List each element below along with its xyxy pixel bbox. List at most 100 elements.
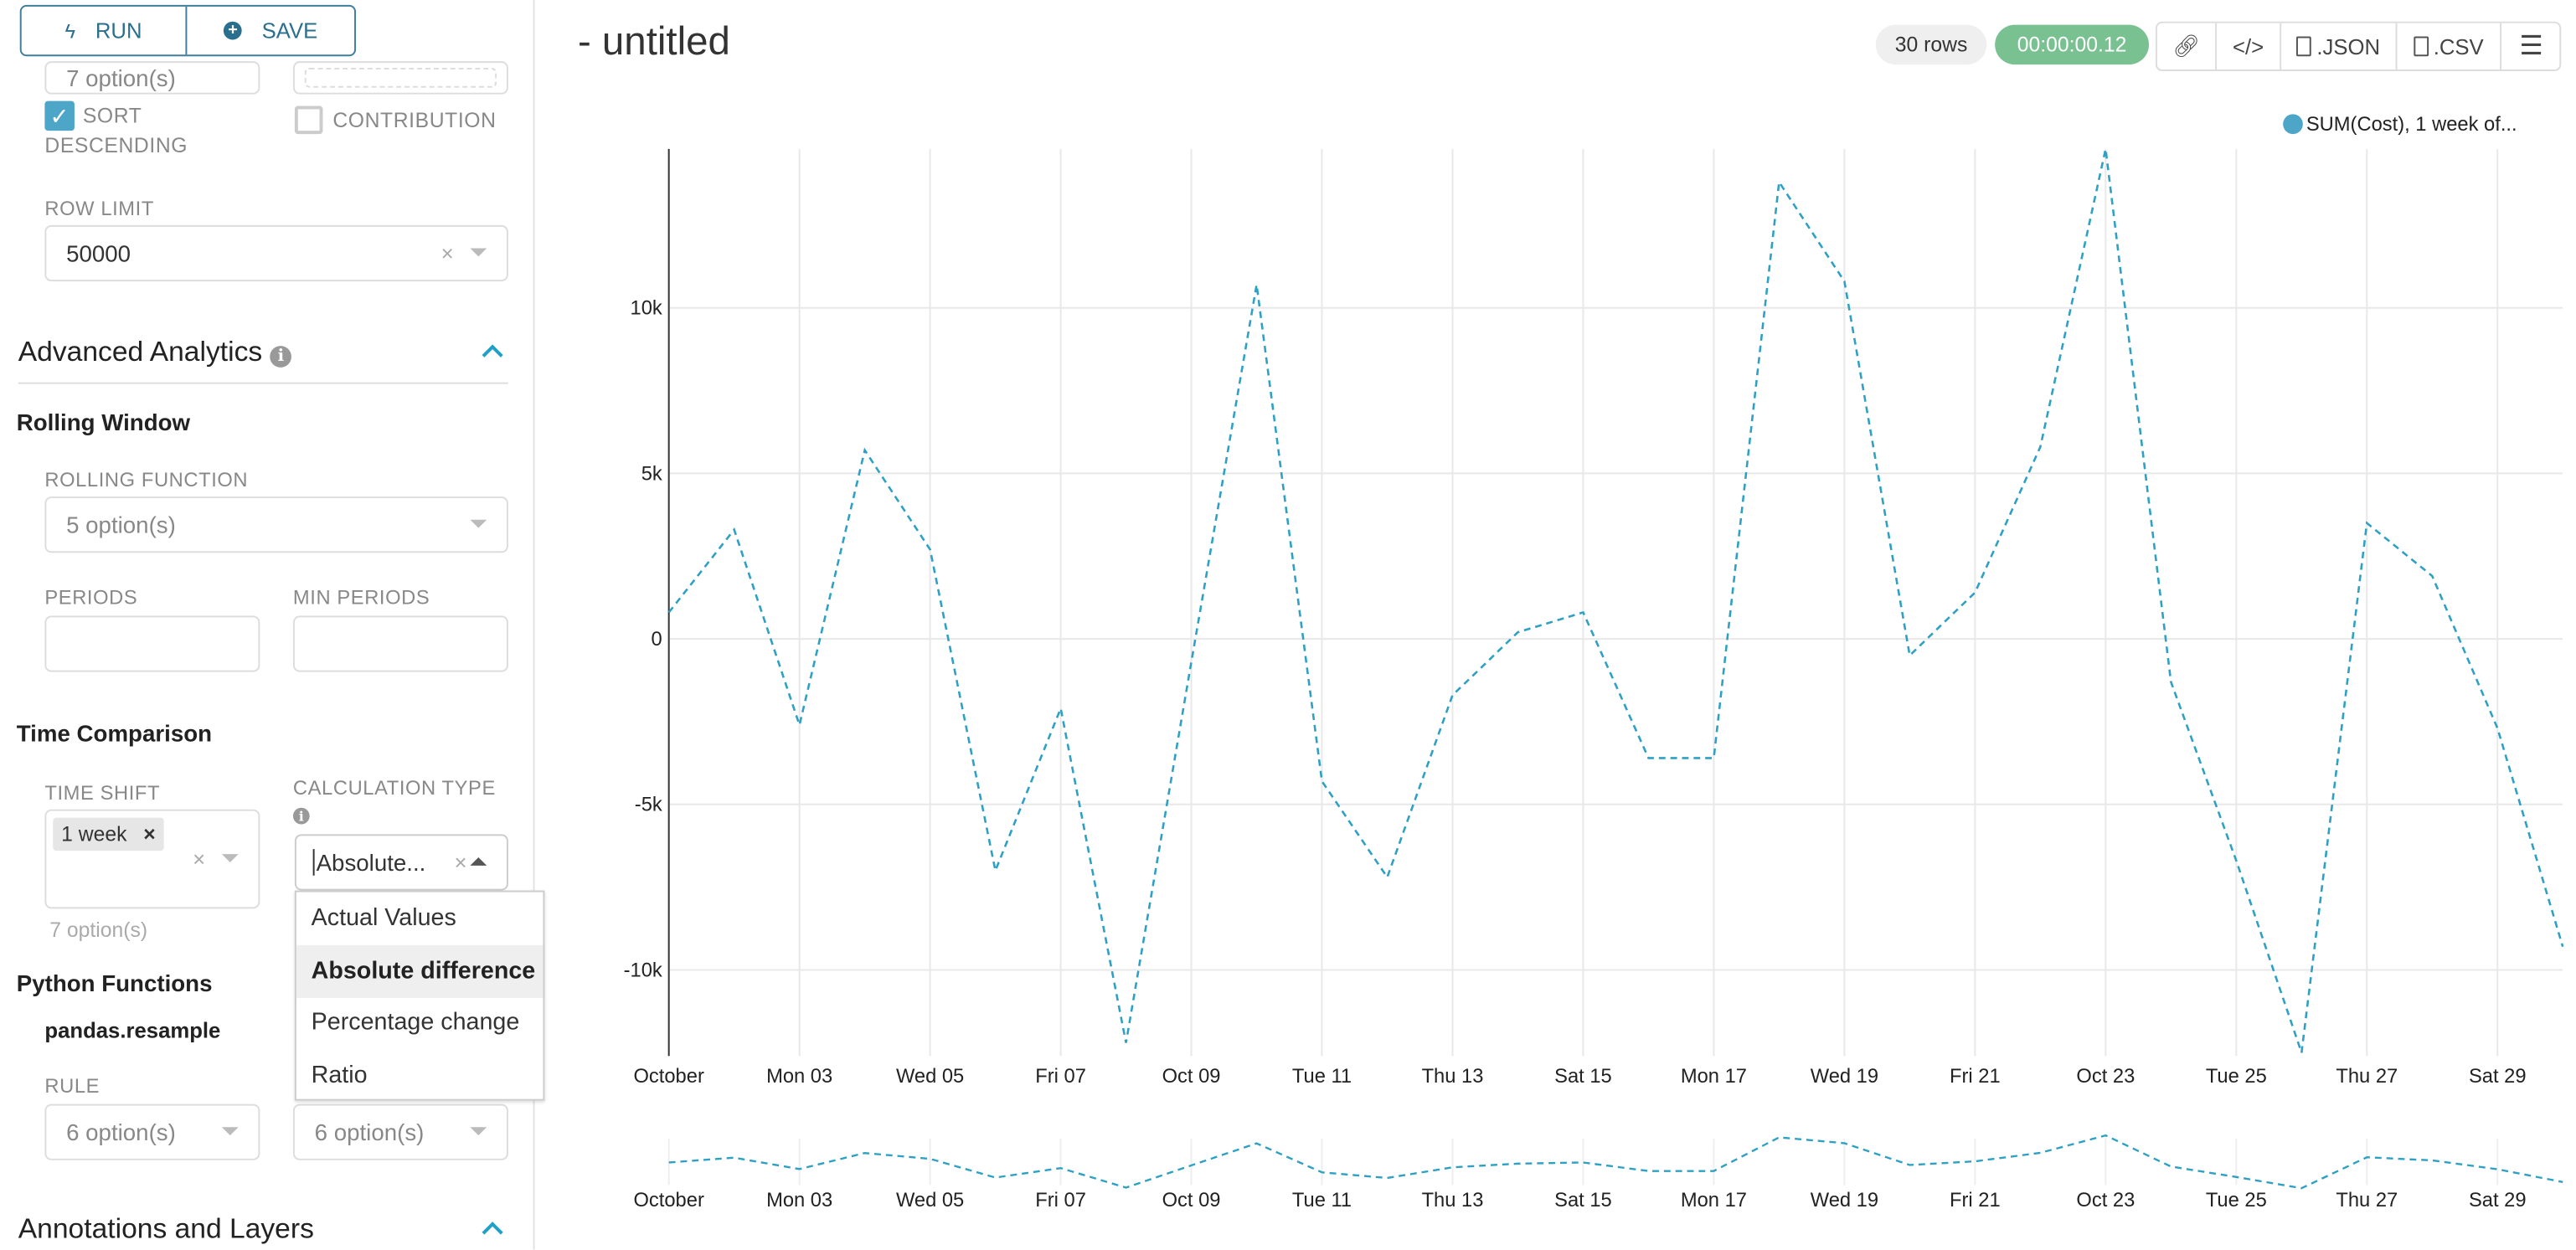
brush-x-tick-label: Thu 13 xyxy=(1422,1190,1484,1211)
data-point xyxy=(1058,705,1064,712)
brush-series-line xyxy=(668,1134,2563,1190)
dropdown-option[interactable]: Actual Values xyxy=(311,905,456,932)
info-icon: i xyxy=(292,807,310,825)
data-point xyxy=(1906,652,1913,659)
periods-input[interactable] xyxy=(44,615,260,672)
sort-descending-checkbox[interactable]: ✓ xyxy=(44,100,75,131)
method-select[interactable]: 6 option(s) xyxy=(292,1103,508,1160)
copy-link-button[interactable]: 🔗︎ xyxy=(2157,23,2218,70)
clear-icon[interactable]: × xyxy=(193,846,206,872)
pandas-resample-label: pandas.resample xyxy=(44,1017,221,1043)
export-csv-button[interactable]: .CSV xyxy=(2398,23,2502,70)
brush-x-tick-label: October xyxy=(633,1190,703,1211)
file-text-icon xyxy=(2413,36,2429,57)
chart-title[interactable]: - untitled xyxy=(577,19,730,65)
brush-x-tick-label: Sat 15 xyxy=(1554,1190,1612,1211)
brush-x-tick-label: Mon 17 xyxy=(1681,1190,1747,1211)
brush-x-tick-label: Mon 03 xyxy=(766,1190,832,1211)
data-point xyxy=(796,722,803,728)
x-tick-label: October xyxy=(633,1066,703,1088)
y-tick-label: 5k xyxy=(641,463,662,485)
data-point xyxy=(2102,146,2109,152)
top-select-right[interactable] xyxy=(292,61,508,95)
clear-icon[interactable]: × xyxy=(440,240,454,266)
min-periods-input[interactable] xyxy=(292,615,508,672)
legend-item[interactable]: SUM(Cost), 1 week of... xyxy=(2283,112,2517,136)
row-limit-select[interactable]: 50000 × xyxy=(44,224,508,282)
data-point xyxy=(1188,659,1195,666)
rolling-window-title: Rolling Window xyxy=(16,409,191,435)
plus-circle-icon: + xyxy=(224,21,242,40)
sidebar: 7 option(s) ϟ RUN + SAVE ✓ SORT DESCENDING… xyxy=(0,0,545,1250)
rule-label: RULE xyxy=(44,1074,100,1098)
link-icon: 🔗︎ xyxy=(2172,33,2200,59)
export-json-button[interactable]: .JSON xyxy=(2281,23,2398,70)
info-icon: i xyxy=(270,346,292,368)
data-point xyxy=(1515,629,1522,635)
brush-x-tick-label: Wed 19 xyxy=(1811,1190,1878,1211)
x-tick-label: Tue 11 xyxy=(1292,1066,1352,1088)
caret-down-icon xyxy=(470,519,487,528)
annotations-layers-header[interactable]: Annotations and Layers xyxy=(18,1213,314,1245)
x-tick-label: Thu 27 xyxy=(2336,1066,2398,1088)
data-point xyxy=(2494,725,2501,732)
caret-down-icon xyxy=(470,248,487,257)
time-shift-label: TIME SHIFT xyxy=(44,781,161,805)
run-button[interactable]: ϟ RUN xyxy=(22,6,188,55)
data-point xyxy=(1710,754,1717,761)
top-select-left[interactable]: 7 option(s) xyxy=(44,61,260,95)
embed-code-button[interactable]: </> xyxy=(2217,23,2282,70)
remove-tag-icon[interactable]: × xyxy=(143,822,156,846)
caret-up-icon xyxy=(470,857,487,866)
data-point xyxy=(2233,857,2239,864)
divider xyxy=(18,382,508,384)
more-menu-button[interactable]: ☰ xyxy=(2501,23,2561,69)
caret-down-icon xyxy=(221,854,239,862)
rule-select[interactable]: 6 option(s) xyxy=(44,1103,260,1160)
caret-down-icon xyxy=(221,1127,239,1136)
calculation-type-select[interactable]: Absolute... × xyxy=(294,834,508,891)
dropdown-option[interactable]: Ratio xyxy=(311,1062,368,1088)
time-shift-count: 7 option(s) xyxy=(49,918,148,942)
brush-x-tick-label: Tue 11 xyxy=(1292,1190,1352,1211)
sort-label: SORT xyxy=(82,104,142,128)
brush-x-tick-label: Thu 27 xyxy=(2336,1190,2398,1211)
dropdown-option[interactable]: Percentage change xyxy=(311,1009,520,1037)
brush-area[interactable] xyxy=(669,1135,2563,1188)
lightning-icon: ϟ xyxy=(64,18,76,43)
x-tick-label: Sat 29 xyxy=(2469,1066,2527,1088)
data-point xyxy=(2037,444,2043,450)
x-tick-label: Wed 05 xyxy=(896,1066,964,1088)
rolling-function-select[interactable]: 5 option(s) xyxy=(44,496,508,553)
contribution-checkbox[interactable] xyxy=(294,105,323,135)
data-point xyxy=(2559,944,2566,950)
brush-x-tick-label: Oct 09 xyxy=(1162,1190,1221,1211)
x-tick-label: Oct 09 xyxy=(1162,1066,1221,1088)
advanced-analytics-header[interactable]: Advanced Analytics i xyxy=(18,336,292,369)
data-point xyxy=(1580,609,1587,615)
time-shift-multiselect[interactable]: 1 week × × xyxy=(44,809,260,909)
tag-1-week: 1 week × xyxy=(53,817,164,851)
data-point xyxy=(731,527,738,533)
data-point xyxy=(2363,520,2370,527)
hamburger-icon: ☰ xyxy=(2519,33,2543,62)
dropdown-option[interactable]: Absolute difference xyxy=(296,944,544,998)
series-line xyxy=(667,148,2564,1053)
python-functions-title: Python Functions xyxy=(16,970,213,997)
x-tick-label: Sat 15 xyxy=(1554,1066,1612,1088)
y-tick-label: 10k xyxy=(631,298,662,320)
x-tick-label: Wed 19 xyxy=(1811,1066,1878,1088)
file-code-icon xyxy=(2296,36,2312,57)
data-point xyxy=(2429,573,2435,579)
brush-x-tick-label: Sat 29 xyxy=(2469,1190,2527,1211)
data-point xyxy=(2167,679,2174,686)
data-point xyxy=(1450,692,1456,698)
clear-icon[interactable]: × xyxy=(454,850,467,875)
rows-badge: 30 rows xyxy=(1875,24,1987,65)
brush-x-tick-label: Tue 25 xyxy=(2206,1190,2267,1211)
timer-badge: 00:00:00.12 xyxy=(1995,24,2150,65)
rolling-function-label: ROLLING FUNCTION xyxy=(44,468,249,492)
y-tick-label: -5k xyxy=(635,795,662,816)
save-button[interactable]: + SAVE xyxy=(187,7,354,54)
